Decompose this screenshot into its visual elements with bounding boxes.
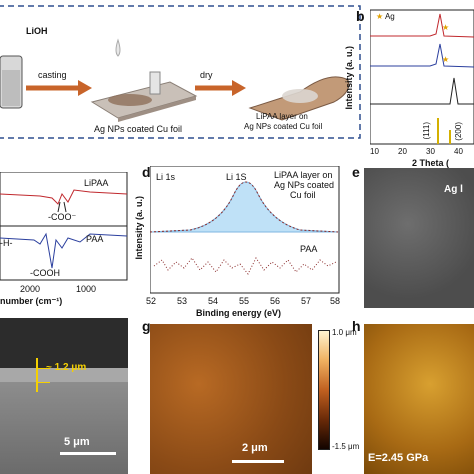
lipaa-layer-band (0, 368, 128, 382)
xps-layer-label-1: LiPAA layer on (274, 170, 333, 180)
scalebar-f (60, 452, 116, 455)
ftir-label-paa: PAA (86, 234, 104, 244)
xps-fit-line (149, 181, 340, 233)
cast-solution (108, 94, 152, 106)
xps-paa-trace (153, 257, 337, 275)
xrd-trace-blue (370, 43, 474, 68)
xps-ylabel: Intensity (a. u.) (134, 196, 144, 260)
ag-marker-red: ★ (442, 23, 449, 32)
ftir-trace-paa (0, 232, 128, 269)
xrd-legend: ★ Ag (376, 12, 395, 21)
colorbar-max-label: 1.0 μm (332, 328, 357, 337)
ftir-label-lipaa: LiPAA (84, 178, 109, 188)
doctor-blade (149, 71, 161, 95)
xps-xtick: 54 (208, 296, 219, 306)
step-casting-label: casting (38, 70, 67, 80)
panel-letter-h: h (352, 318, 361, 334)
layer-label-1: LiPAA layer on (256, 112, 308, 121)
thickness-label: ~ 1.2 μm (46, 362, 87, 373)
xrd-xtick-20: 20 (398, 147, 407, 156)
lipaa-layer-dots (282, 89, 318, 103)
xps-xtick: 52 (146, 296, 157, 306)
xrd-trace-red (370, 13, 474, 38)
schematic-svg (0, 5, 361, 139)
xrd-legend-label: Ag (384, 12, 395, 21)
schematic-panel: LiOH casting dry Ag NPs coated Cu foil L… (0, 0, 366, 145)
xrd-frame (369, 9, 474, 145)
panel-letter-d: d (142, 164, 151, 180)
xps-layer-label-2: Ag NPs coated (274, 180, 335, 190)
thickness-tick-top (36, 368, 50, 369)
ftir-xlabel: number (cm⁻¹) (0, 296, 63, 306)
xps-svg (149, 165, 340, 294)
xps-xtick: 56 (270, 296, 281, 306)
xps-label-paa: PAA (300, 244, 318, 254)
scalebar-g-label: 2 μm (242, 442, 268, 454)
ftir-trace-lipaa (0, 189, 128, 205)
scalebar-g (232, 460, 284, 463)
foil-label: Ag NPs coated Cu foil (94, 124, 183, 134)
xrd-svg: ★ ★ (369, 9, 474, 145)
xps-layer-label-3: Cu foil (290, 190, 316, 200)
thickness-tick-bottom (36, 382, 50, 383)
ag-marker-blue: ★ (442, 55, 449, 64)
panel-letter-e: e (352, 164, 360, 180)
ftir-xtick-1000: 1000 (76, 284, 97, 294)
xps-frame (149, 165, 340, 294)
xps-xlabel: Binding energy (eV) (196, 308, 282, 318)
xrd-ylabel: Intensity (a. u.) (344, 46, 354, 110)
xps-xtick: 58 (330, 296, 341, 306)
panel-letter-b: b (356, 8, 365, 24)
xps-xticks: 52 53 54 55 56 57 58 (146, 296, 344, 308)
cu-substrate (0, 382, 128, 474)
peak-label-200: (200) (454, 122, 463, 141)
arrow-casting-head (78, 80, 92, 96)
xps-xtick: 57 (301, 296, 312, 306)
thickness-marker (36, 358, 38, 392)
beaker-liquid (2, 70, 20, 106)
scalebar-f-label: 5 μm (64, 436, 90, 448)
afm-colorbar (318, 330, 330, 450)
sem-image-e (364, 168, 474, 308)
xrd-xtick-40: 40 (454, 147, 463, 156)
xrd-xlabel: 2 Theta ( (412, 158, 450, 168)
panel-letter-g: g (142, 318, 151, 334)
modulus-label: E=2.45 GPa (368, 452, 429, 464)
colorbar-min-label: -1.5 μm (332, 442, 360, 451)
ftir-xtick-2000: 2000 (20, 284, 41, 294)
ftir-anno-h: -H- (0, 238, 13, 248)
afm-modulus-image: E=2.45 GPa (364, 324, 474, 474)
xrd-trace-black (370, 77, 474, 105)
afm-height-image: 2 μm (150, 324, 312, 474)
ftir-svg (0, 171, 128, 281)
layer-label-2: Ag NPs coated Cu foil (244, 122, 323, 131)
step-dry-label: dry (200, 70, 213, 80)
xrd-xtick-30: 30 (426, 147, 435, 156)
foil-edge (118, 96, 196, 122)
xrd-xtick-10: 10 (370, 147, 379, 156)
xps-label-li1s-left: Li 1s (156, 172, 176, 182)
peak-label-111: (111) (422, 122, 431, 140)
ftir-anno-coo: -COO⁻ (48, 212, 77, 222)
drop-icon (115, 38, 121, 57)
ftir-chart: LiPAA -COO⁻ PAA -H- -COOH (0, 171, 128, 292)
ftir-anno-cooh: -COOH (30, 268, 60, 278)
xps-xtick: 55 (239, 296, 250, 306)
xps-xtick: 53 (177, 296, 188, 306)
coo-arrows (57, 201, 67, 213)
arrow-dry-head (232, 80, 246, 96)
sem-e-label: Ag l (444, 184, 463, 195)
xrd-chart: ★ ★ ★ Ag (111) (200) 10 20 30 40 (369, 0, 474, 162)
sem-image-f: ~ 1.2 μm 5 μm (0, 318, 128, 474)
schematic-dashed-border (0, 5, 361, 139)
xps-chart: Li 1s Li 1S LiPAA layer on Ag NPs coated… (149, 165, 340, 294)
xps-label-li1s-peak: Li 1S (226, 172, 247, 182)
reagent-label: LiOH (26, 26, 48, 36)
